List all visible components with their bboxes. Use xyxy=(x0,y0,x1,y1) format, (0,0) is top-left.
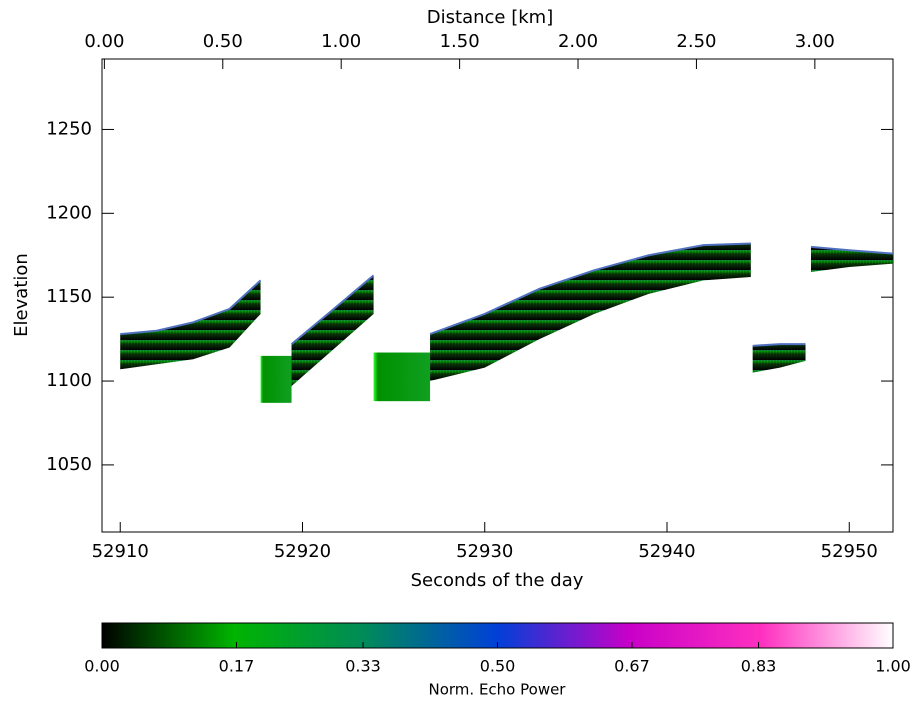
x2-tick-label: 0.50 xyxy=(203,31,243,52)
plot-frame xyxy=(101,58,894,533)
x2-tick-label: 1.50 xyxy=(440,31,480,52)
echo-area xyxy=(291,275,374,387)
noise-block xyxy=(260,355,292,403)
x2-tick-label: 2.00 xyxy=(558,31,598,52)
y-tick-label: 1200 xyxy=(46,202,92,223)
colorbar-tick-label: 0.50 xyxy=(480,657,516,676)
x2-axis-title: Distance [km] xyxy=(427,7,553,28)
x-axis-title: Seconds of the day xyxy=(411,570,584,591)
x2-tick-label: 0.00 xyxy=(84,31,124,52)
x-tick-label: 52940 xyxy=(638,541,695,562)
y-axis-title: Elevation xyxy=(11,253,32,337)
noise-block xyxy=(373,352,431,402)
surface-line xyxy=(120,279,262,336)
colorbar-tick-label: 0.83 xyxy=(741,657,777,676)
y-tick-label: 1100 xyxy=(46,370,92,391)
x-tick-label: 52950 xyxy=(821,541,878,562)
colorbar-tick-label: 0.17 xyxy=(219,657,255,676)
y-tick-label: 1150 xyxy=(46,286,92,307)
echo-area xyxy=(810,246,893,273)
surface-line xyxy=(429,242,751,336)
x2-tick-label: 1.00 xyxy=(321,31,361,52)
echo-area xyxy=(120,280,261,370)
echo-area xyxy=(752,344,806,373)
x-tick-label: 52910 xyxy=(92,541,149,562)
y-tick-label: 1050 xyxy=(46,454,92,475)
x-tick-label: 52920 xyxy=(274,541,331,562)
colorbar-tick-label: 0.67 xyxy=(614,657,650,676)
colorbar-tick-label: 1.00 xyxy=(875,657,911,676)
surface-line xyxy=(752,343,806,347)
surface-line xyxy=(290,274,375,345)
colorbar-tick-label: 0.33 xyxy=(345,657,381,676)
x-tick-label: 52930 xyxy=(456,541,513,562)
colorbar-title: Norm. Echo Power xyxy=(429,681,567,699)
surface-line xyxy=(810,245,894,255)
x2-tick-label: 3.00 xyxy=(795,31,835,52)
colorbar-tick-label: 0.00 xyxy=(84,657,120,676)
y-tick-label: 1250 xyxy=(46,118,92,139)
x2-tick-label: 2.50 xyxy=(676,31,716,52)
echo-area xyxy=(430,243,751,382)
